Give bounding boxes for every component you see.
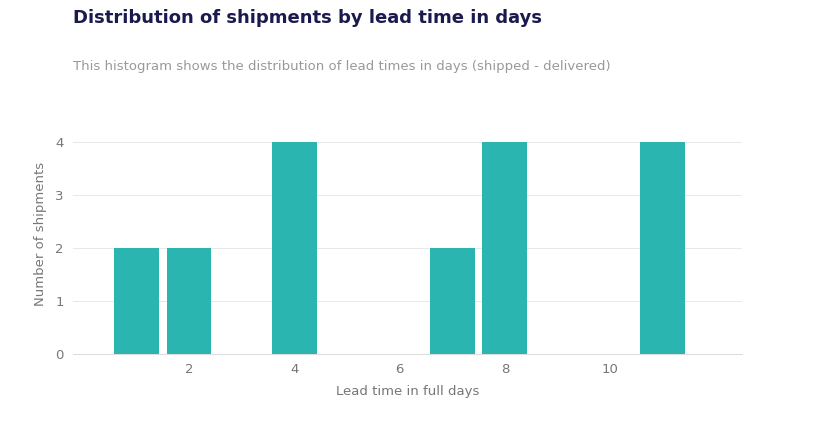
Y-axis label: Number of shipments: Number of shipments	[33, 162, 46, 306]
Bar	[430, 248, 474, 354]
Bar	[167, 248, 211, 354]
Bar	[641, 141, 685, 354]
X-axis label: Lead time in full days: Lead time in full days	[336, 385, 479, 397]
Text: This histogram shows the distribution of lead times in days (shipped - delivered: This histogram shows the distribution of…	[73, 60, 611, 73]
Text: Distribution of shipments by lead time in days: Distribution of shipments by lead time i…	[73, 9, 542, 26]
Bar	[482, 141, 527, 354]
Bar	[114, 248, 159, 354]
Bar	[272, 141, 317, 354]
